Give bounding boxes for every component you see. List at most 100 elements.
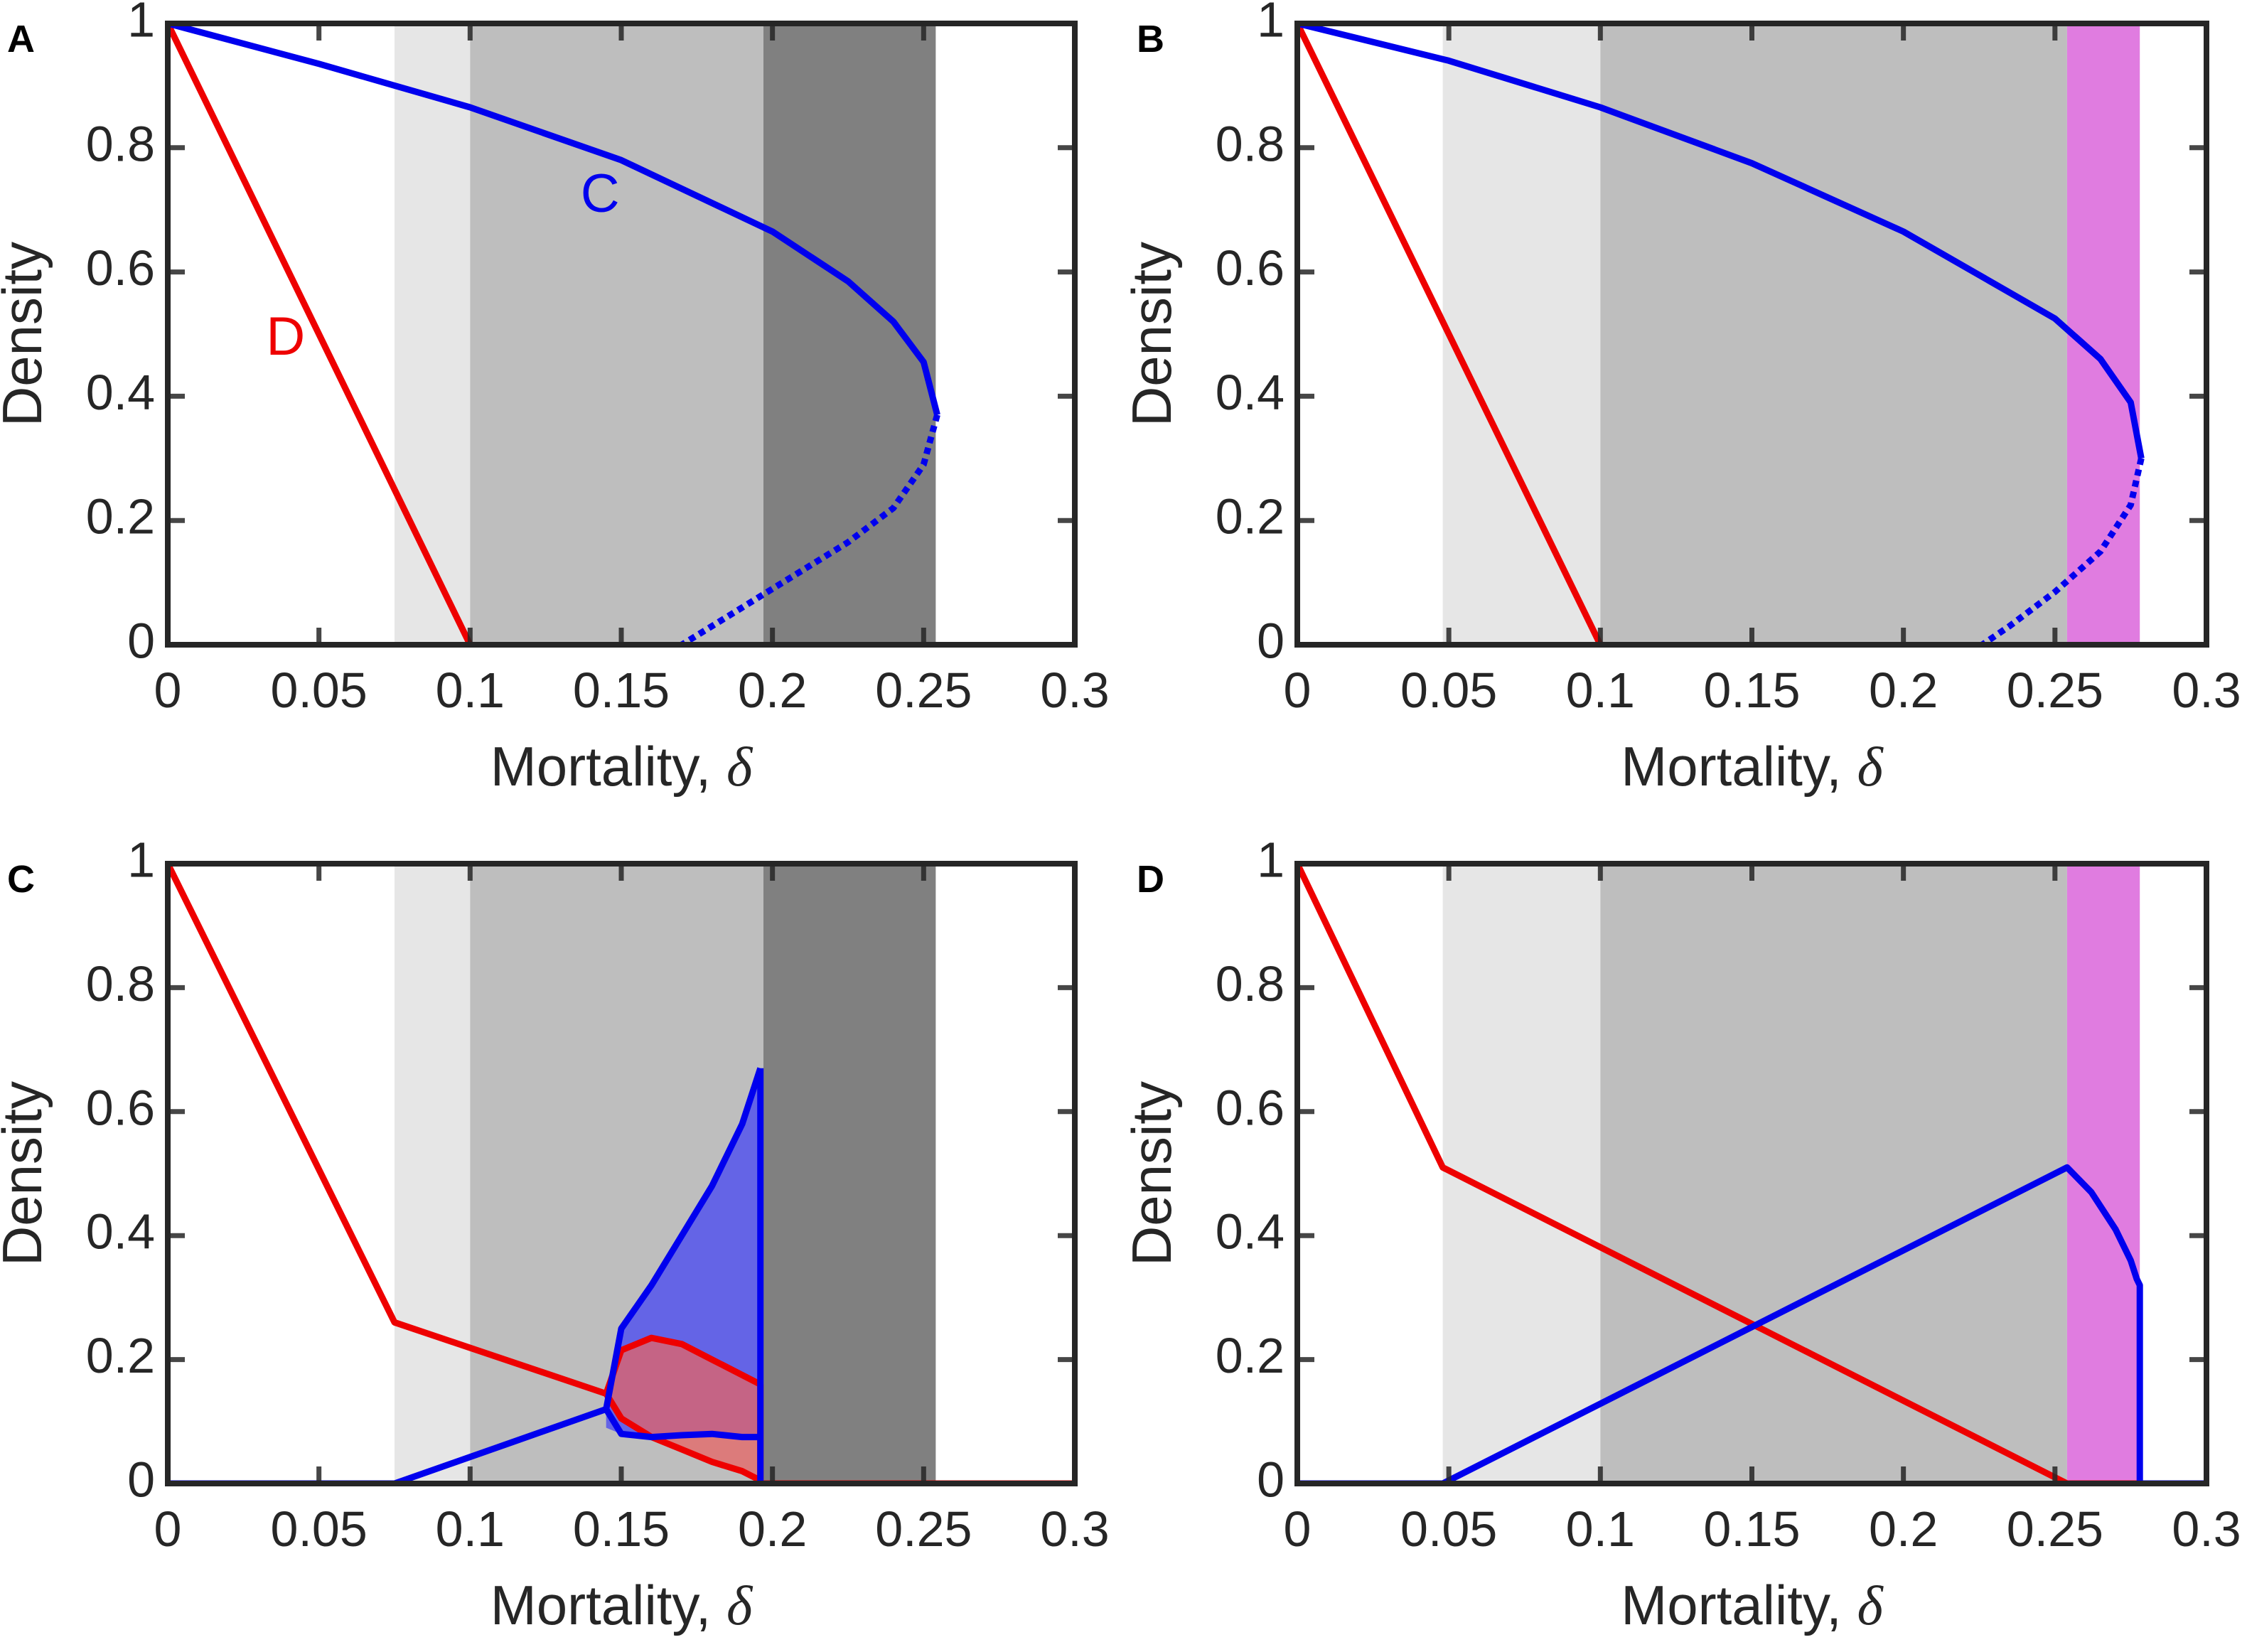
panel-letter: D [1137,858,1164,901]
panel-letter: C [7,858,35,901]
cooperator-line-1 [1297,23,2145,459]
axes-frame [1294,861,2209,1486]
x-tick-label: 0.1 [436,1501,505,1557]
shaded-region-dark [763,23,936,645]
plot-area [1297,864,2206,1484]
x-axis-label-symbol: δ [1857,1575,1884,1636]
panel-b: B 0 0.05 0.1 0.15 0.2 0.25 0.3 0 0.2 0.4 0.6 0.8 1 Mor… [1120,0,2241,798]
shaded-region-light [1442,864,1601,1484]
y-tick-label: 0 [1257,613,1285,668]
y-tick-label: 0.4 [1216,365,1285,420]
x-tick-label: 0.1 [1566,663,1635,718]
y-tick-label: 0.4 [1216,1204,1285,1260]
panel-a: A C D 0 0.05 0.1 0.15 0.2 0.25 0.3 0 0.2 0.4 0.6 0.8 1 M… [0,0,1110,798]
x-tick-label: 0.25 [2007,663,2103,718]
x-tick-label: 0.05 [271,1501,368,1557]
cooperator-line-1 [168,23,940,416]
shaded-region-light [395,23,471,645]
x-axis-label-symbol: δ [726,1575,754,1636]
y-tick-label: 0 [127,1452,155,1507]
y-tick-label: 0.2 [1216,1328,1285,1383]
shaded-region-light [1442,23,1601,645]
x-tick-label: 0.1 [1566,1501,1635,1557]
x-tick-label: 0 [1284,1501,1312,1557]
x-axis-label: Mortality, δ [490,1574,754,1636]
axes-frame [165,861,1078,1486]
cooperator-line-5 [603,1067,763,1410]
shaded-region-dark [763,864,936,1484]
x-tick-label: 0.3 [2172,1501,2241,1557]
y-axis-label: Density [1120,1081,1183,1266]
x-tick-label: 0.2 [1869,663,1938,718]
plot-area [168,23,940,645]
x-tick-label: 0.15 [1703,663,1800,718]
y-tick-label: 1 [1257,0,1285,47]
y-tick-label: 1 [127,832,155,887]
y-axis-label: Density [1120,242,1183,427]
x-tick-label: 0.25 [875,1501,972,1557]
x-tick-label: 0.15 [573,1501,670,1557]
y-tick-label: 0.2 [1216,489,1285,545]
cooperator-line-2 [1980,457,2145,645]
shaded-region-mid [1600,23,2067,645]
x-axis-label-text: Mortality, [490,1574,726,1636]
x-tick-label: 0.25 [875,663,972,718]
y-axis-label: Density [0,1081,53,1266]
y-tick-label: 0.6 [86,1080,155,1135]
y-axis-label: Density [0,242,53,427]
y-tick-label: 0 [127,613,155,668]
axes-frame [165,21,1078,648]
axes-frame [1294,21,2209,648]
x-tick-label: 0.2 [738,663,807,718]
cooperator-line-1 [1297,1164,2206,1484]
x-axis-label-text: Mortality, [490,735,726,798]
defector-line-0 [1297,23,1604,645]
defector-line-2 [603,1392,762,1484]
panel-d: D 0 0.05 0.1 0.15 0.2 0.25 0.3 0 0.2 0.4 0.6 0.8 1 Mor… [1120,832,2241,1636]
defector-line-0 [168,23,473,645]
x-tick-label: 0 [1284,663,1312,718]
x-tick-label: 0.25 [2007,1501,2103,1557]
shaded-region-mid [470,23,763,645]
x-axis-label-symbol: δ [726,736,754,798]
y-tick-label: 0.6 [1216,240,1285,296]
y-tick-label: 0.6 [1216,1080,1285,1135]
x-tick-label: 0.05 [1400,1501,1497,1557]
x-tick-label: 0.15 [573,663,670,718]
defector-line-0 [168,864,608,1397]
x-axis-label: Mortality, δ [1621,1574,1884,1636]
shaded-region-light [395,864,471,1484]
x-tick-label: 0 [154,663,182,718]
cooperator-line-6 [603,1407,761,1441]
defector-line-1 [603,1334,762,1395]
defector-range-fill [606,1338,761,1481]
x-axis-label-text: Mortality, [1621,735,1857,798]
y-tick-label: 0.2 [86,489,155,545]
y-tick-label: 0.4 [86,365,155,420]
x-tick-label: 0.2 [1869,1501,1938,1557]
y-tick-label: 0.2 [86,1328,155,1383]
cooperator-line-4 [168,1406,608,1484]
y-tick-label: 0.8 [1216,956,1285,1012]
y-tick-label: 0.8 [1216,116,1285,171]
x-axis-label: Mortality, δ [1621,735,1884,798]
y-tick-label: 1 [127,0,155,47]
x-tick-label: 0.2 [738,1501,807,1557]
panel-c: C 0 0.05 0.1 0.15 0.2 0.25 0.3 0 0.2 0.4 0.6 0.8 1 Mor… [0,832,1110,1636]
x-tick-label: 0.3 [1040,1501,1109,1557]
x-tick-label: 0.3 [2172,663,2241,718]
x-axis-label: Mortality, δ [490,735,754,798]
x-axis-label-text: Mortality, [1621,1574,1857,1636]
y-tick-label: 0.6 [86,240,155,296]
shaded-region-mid [1600,864,2067,1484]
x-tick-label: 0 [154,1501,182,1557]
curve-label-c: C [581,163,620,224]
plot-area [168,864,1075,1484]
x-tick-label: 0.05 [271,663,368,718]
shaded-region-magenta [2066,23,2140,645]
y-tick-label: 0 [1257,1452,1285,1507]
panel-letter: A [7,18,35,60]
y-tick-label: 0.8 [86,956,155,1012]
y-tick-label: 1 [1257,832,1285,887]
